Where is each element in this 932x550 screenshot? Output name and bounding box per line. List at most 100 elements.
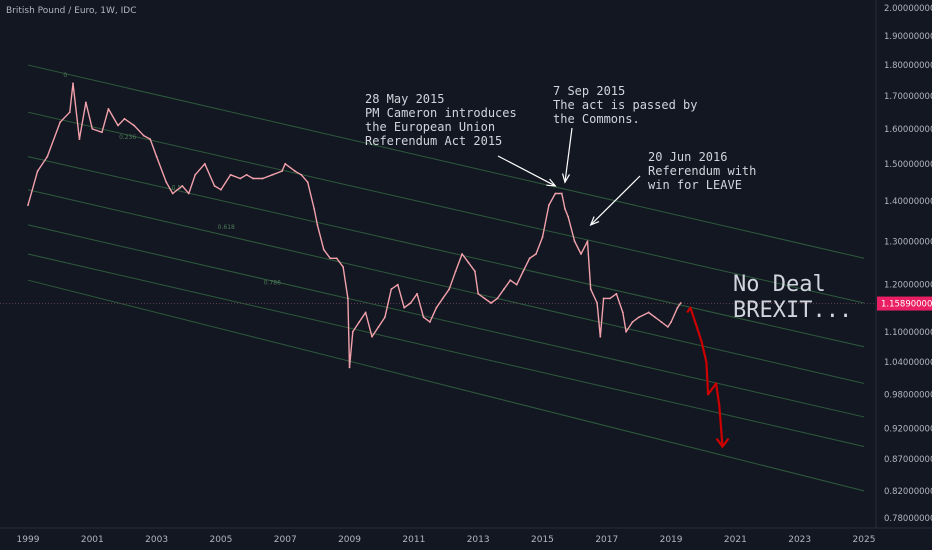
price-point [36,170,39,172]
price-point [467,261,470,264]
price-tick-label: 0.87000000 [884,455,932,465]
price-point [615,292,618,295]
price-point [358,321,361,323]
price-point [666,326,669,328]
price-tick-label: 0.98000000 [884,390,932,400]
price-point [625,330,627,333]
price-point [429,321,431,323]
price-point [515,283,518,286]
price-point [261,177,264,180]
price-point [293,170,296,172]
price-point [554,192,557,195]
channel-line-3 [27,189,865,384]
price-point [171,192,174,195]
price-point [621,311,624,314]
price-point [416,292,418,295]
channel-level-label: 0.786 [264,280,281,287]
time-tick-label: 2005 [209,535,232,545]
price-point [586,240,589,243]
price-point [364,311,367,314]
time-tick-label: 2015 [531,535,554,545]
price-point [547,204,550,206]
price-point [535,253,537,255]
annotation-arrow [564,127,573,183]
price-tick-label: 1.40000000 [884,197,932,207]
price-point [316,224,319,226]
price-point [403,306,406,309]
price-point [78,138,81,141]
price-point [560,192,563,195]
time-tick-label: 2011 [402,535,425,545]
channel-line-4 [27,224,865,418]
price-point [252,177,254,180]
price-tick-label: 1.60000000 [884,125,932,135]
price-point [142,134,145,137]
channel-line-1 [27,111,865,304]
price-tick-label: 0.78000000 [884,514,932,524]
price-point [647,311,650,314]
price-tick-label: 1.04000000 [884,358,932,368]
annotation-may-2015: 28 May 2015 PM Cameron introduces the Eu… [365,92,517,148]
annotation-arrowhead [561,173,571,184]
price-point [670,321,672,323]
price-point [187,192,190,195]
price-point [203,162,206,165]
channel-line-5 [27,253,865,448]
price-point [27,204,29,206]
projection-arrowhead [715,437,730,449]
price-point [117,124,119,127]
annotation-no-deal-brexit: No Deal BREXIT... [733,272,853,323]
annotation-arrow [497,155,556,187]
time-tick-label: 2021 [724,535,747,545]
price-point [149,138,152,141]
price-point [245,173,248,176]
price-point [602,297,605,300]
last-price-badge [877,296,932,311]
time-tick-label: 2009 [338,535,361,545]
price-point [306,181,309,184]
channel-level-label: 0.5 [172,185,182,192]
annotation-arrowhead [546,178,557,187]
price-point [300,173,303,176]
price-point [509,279,512,282]
annotation-jun-2016: 20 Jun 2016 Referendum with win for LEAV… [648,150,757,192]
price-tick-label: 1.80000000 [884,61,932,71]
price-tick-label: 1.90000000 [884,32,932,42]
price-point [351,330,354,333]
price-point [229,173,232,176]
price-point [384,316,386,319]
price-point [377,326,380,328]
price-point [522,270,525,273]
price-point [91,127,94,130]
price-tick-label: 1.20000000 [884,281,932,291]
last-price-label: 1.15890000 [881,300,932,310]
price-point [596,302,599,304]
time-tick-label: 2001 [81,535,104,545]
price-point [448,288,451,291]
price-point [580,253,582,255]
price-point [490,302,492,304]
price-point [123,117,126,120]
price-point [347,297,349,300]
price-point [271,173,274,176]
time-tick-label: 2017 [595,535,618,545]
price-point [239,177,242,180]
price-point [541,236,544,239]
price-point [46,155,49,158]
price-point [68,111,71,114]
time-tick-label: 2023 [788,535,811,545]
time-tick-label: 2007 [274,535,297,545]
channel-level-label: 0.618 [218,224,235,231]
annotation-arrow [590,175,641,226]
price-point [483,297,486,300]
price-tick-label: 1.10000000 [884,328,932,338]
price-point [107,108,110,110]
price-point [564,208,566,210]
price-tick-label: 1.30000000 [884,237,932,247]
channel-line-0 [27,64,865,259]
channel-level-label: 0.236 [119,134,136,141]
price-point [660,321,663,323]
price-point [422,316,425,319]
price-point [322,248,325,251]
